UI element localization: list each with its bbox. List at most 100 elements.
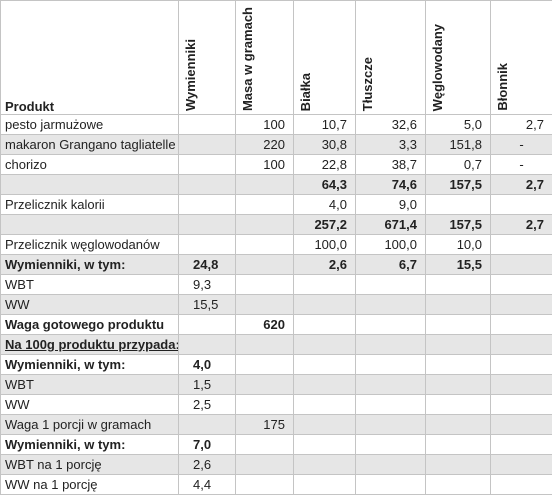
cell bbox=[236, 275, 294, 295]
header-cell: Wymienniki bbox=[179, 1, 236, 115]
cell: 38,7 bbox=[356, 155, 426, 175]
cell: 32,6 bbox=[356, 115, 426, 135]
cell bbox=[491, 395, 552, 415]
cell: chorizo bbox=[1, 155, 179, 175]
header-text: Wymienniki bbox=[183, 35, 198, 111]
cell: Waga 1 porcji w gramach bbox=[1, 415, 179, 435]
cell: 2,6 bbox=[179, 455, 236, 475]
row: Wymienniki, w tym:7,0 bbox=[1, 435, 552, 455]
cell: Przelicznik kalorii bbox=[1, 195, 179, 215]
cell bbox=[491, 235, 552, 255]
header-text: Węglowodany bbox=[430, 20, 445, 111]
cell bbox=[426, 395, 491, 415]
cell: 100 bbox=[236, 115, 294, 135]
cell: Wymienniki, w tym: bbox=[1, 255, 179, 275]
cell bbox=[1, 215, 179, 235]
cell bbox=[426, 475, 491, 495]
cell: 10,7 bbox=[294, 115, 356, 135]
cell bbox=[294, 315, 356, 335]
cell: 10,0 bbox=[426, 235, 491, 255]
cell bbox=[179, 235, 236, 255]
cell bbox=[294, 475, 356, 495]
cell bbox=[426, 375, 491, 395]
cell bbox=[491, 375, 552, 395]
header-text: Błonnik bbox=[495, 59, 510, 111]
cell bbox=[179, 415, 236, 435]
cell: 671,4 bbox=[356, 215, 426, 235]
cell bbox=[426, 355, 491, 375]
cell bbox=[356, 395, 426, 415]
cell: 2,6 bbox=[294, 255, 356, 275]
cell: Przelicznik węglowodanów bbox=[1, 235, 179, 255]
header-cell: Błonnik bbox=[491, 1, 552, 115]
cell: 100,0 bbox=[356, 235, 426, 255]
cell bbox=[294, 435, 356, 455]
header-text: Masa w gramach bbox=[240, 3, 255, 111]
cell bbox=[236, 215, 294, 235]
cell bbox=[236, 395, 294, 415]
cell: WBT bbox=[1, 275, 179, 295]
cell bbox=[491, 195, 552, 215]
header-text: Produkt bbox=[5, 99, 54, 114]
cell bbox=[491, 335, 552, 355]
header-cell: Węglowodany bbox=[426, 1, 491, 115]
cell bbox=[426, 195, 491, 215]
cell: 2,7 bbox=[491, 115, 552, 135]
cell: Na 100g produktu przypada: bbox=[1, 335, 179, 355]
cell bbox=[294, 395, 356, 415]
cell: 157,5 bbox=[426, 175, 491, 195]
cell: 9,0 bbox=[356, 195, 426, 215]
cell: 64,3 bbox=[294, 175, 356, 195]
cell: 15,5 bbox=[426, 255, 491, 275]
cell bbox=[179, 155, 236, 175]
header-row: Produkt Wymienniki Masa w gramach Białka Tłu… bbox=[1, 1, 552, 115]
cell: 5,0 bbox=[426, 115, 491, 135]
cell: 257,2 bbox=[294, 215, 356, 235]
cell: 2,5 bbox=[179, 395, 236, 415]
cell bbox=[491, 435, 552, 455]
cell bbox=[179, 315, 236, 335]
cell bbox=[294, 415, 356, 435]
cell bbox=[356, 415, 426, 435]
cell: 175 bbox=[236, 415, 294, 435]
cell: Wymienniki, w tym: bbox=[1, 355, 179, 375]
cell bbox=[491, 455, 552, 475]
cell: 220 bbox=[236, 135, 294, 155]
cell bbox=[179, 215, 236, 235]
cell: 2,7 bbox=[491, 215, 552, 235]
cell: Wymienniki, w tym: bbox=[1, 435, 179, 455]
cell: 100,0 bbox=[294, 235, 356, 255]
cell bbox=[1, 175, 179, 195]
cell: 4,4 bbox=[179, 475, 236, 495]
cell bbox=[236, 175, 294, 195]
cell bbox=[236, 475, 294, 495]
cell bbox=[294, 355, 356, 375]
row: Na 100g produktu przypada: bbox=[1, 335, 552, 355]
cell bbox=[356, 455, 426, 475]
cell bbox=[491, 355, 552, 375]
cell: 24,8 bbox=[179, 255, 236, 275]
cell bbox=[236, 335, 294, 355]
cell: 7,0 bbox=[179, 435, 236, 455]
header-text: Tłuszcze bbox=[360, 53, 375, 111]
cell bbox=[491, 315, 552, 335]
cell bbox=[491, 415, 552, 435]
header-cell: Produkt bbox=[1, 1, 179, 115]
cell bbox=[179, 135, 236, 155]
cell bbox=[294, 455, 356, 475]
cell bbox=[236, 355, 294, 375]
cell bbox=[179, 195, 236, 215]
cell: 4,0 bbox=[179, 355, 236, 375]
cell bbox=[491, 475, 552, 495]
header-cell: Białka bbox=[294, 1, 356, 115]
cell bbox=[356, 435, 426, 455]
